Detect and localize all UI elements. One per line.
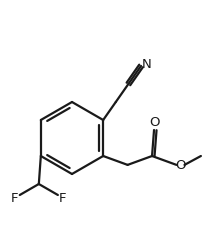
Text: O: O [149, 116, 159, 129]
Text: F: F [11, 192, 19, 204]
Text: O: O [175, 159, 186, 172]
Text: N: N [142, 59, 152, 71]
Text: F: F [59, 192, 67, 204]
